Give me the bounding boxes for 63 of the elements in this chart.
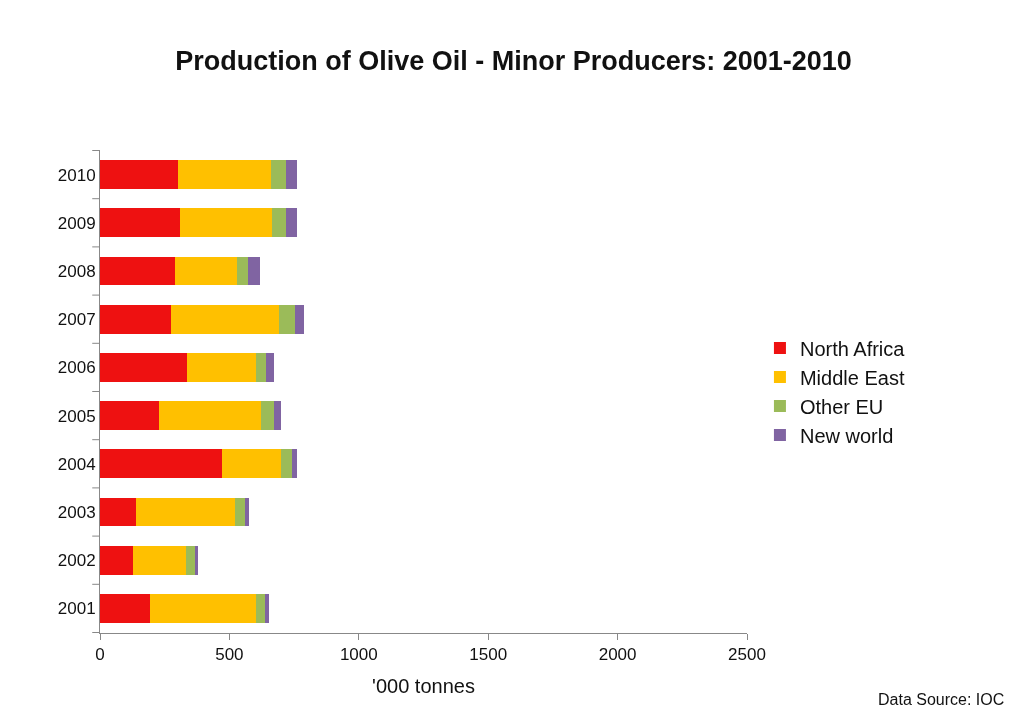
bar <box>100 545 134 575</box>
bar <box>194 545 198 575</box>
bar <box>270 160 287 190</box>
legend-label: New world <box>799 424 894 447</box>
bar <box>234 497 246 527</box>
bar <box>100 401 159 431</box>
bar <box>286 160 298 190</box>
x-tick-label: 1000 <box>339 645 378 665</box>
bar <box>100 497 136 527</box>
y-tick-label: 2005 <box>57 406 96 426</box>
bar <box>180 208 272 238</box>
bar <box>279 304 295 334</box>
bar <box>286 208 298 238</box>
bar <box>256 593 266 623</box>
y-tick-label: 2010 <box>57 165 96 185</box>
bar <box>100 160 178 190</box>
bar <box>271 208 287 238</box>
y-tick-label: 2009 <box>57 213 96 233</box>
bar <box>100 593 150 623</box>
bar <box>294 304 305 334</box>
x-tick-label: 500 <box>215 645 244 665</box>
bar <box>135 497 235 527</box>
y-tick-label: 2006 <box>57 358 96 378</box>
y-tick-label: 2001 <box>57 599 96 619</box>
bar <box>100 352 188 382</box>
x-tick-label: 1500 <box>469 645 508 665</box>
bar <box>222 449 281 479</box>
y-tick-label: 2007 <box>57 310 96 330</box>
y-tick-label: 2008 <box>57 261 96 281</box>
x-tick-label: 0 <box>95 645 105 665</box>
bar <box>149 593 257 623</box>
bar <box>260 401 274 431</box>
bar <box>265 593 270 623</box>
source-note: Data Source: IOC <box>878 691 1005 708</box>
bar <box>175 256 238 286</box>
legend-label: North Africa <box>799 337 906 360</box>
bar <box>158 401 261 431</box>
x-axis-title: '000 tonnes <box>372 674 475 697</box>
bar <box>177 160 271 190</box>
legend-label: Middle East <box>799 366 905 389</box>
chart-title: Production of Olive Oil - Minor Producers: 2001-2010 <box>175 45 852 76</box>
x-tick-label: 2500 <box>728 645 766 665</box>
bar <box>280 449 293 479</box>
bar <box>247 256 260 286</box>
y-tick-label: 2004 <box>57 454 96 474</box>
bar <box>245 497 249 527</box>
bar <box>237 256 248 286</box>
bar <box>265 352 274 382</box>
legend-label: Other EU <box>799 395 884 418</box>
y-tick-label: 2002 <box>57 551 96 571</box>
y-tick-label: 2003 <box>57 502 96 522</box>
x-tick-label: 2000 <box>598 645 637 665</box>
bar <box>187 352 256 382</box>
bar <box>133 545 187 575</box>
bar <box>292 449 298 479</box>
bar <box>273 401 281 431</box>
bar <box>170 304 280 334</box>
bar <box>100 449 223 479</box>
bar <box>100 304 171 334</box>
bar <box>186 545 195 575</box>
bar <box>100 256 176 286</box>
bar <box>255 352 266 382</box>
bar <box>100 208 181 238</box>
